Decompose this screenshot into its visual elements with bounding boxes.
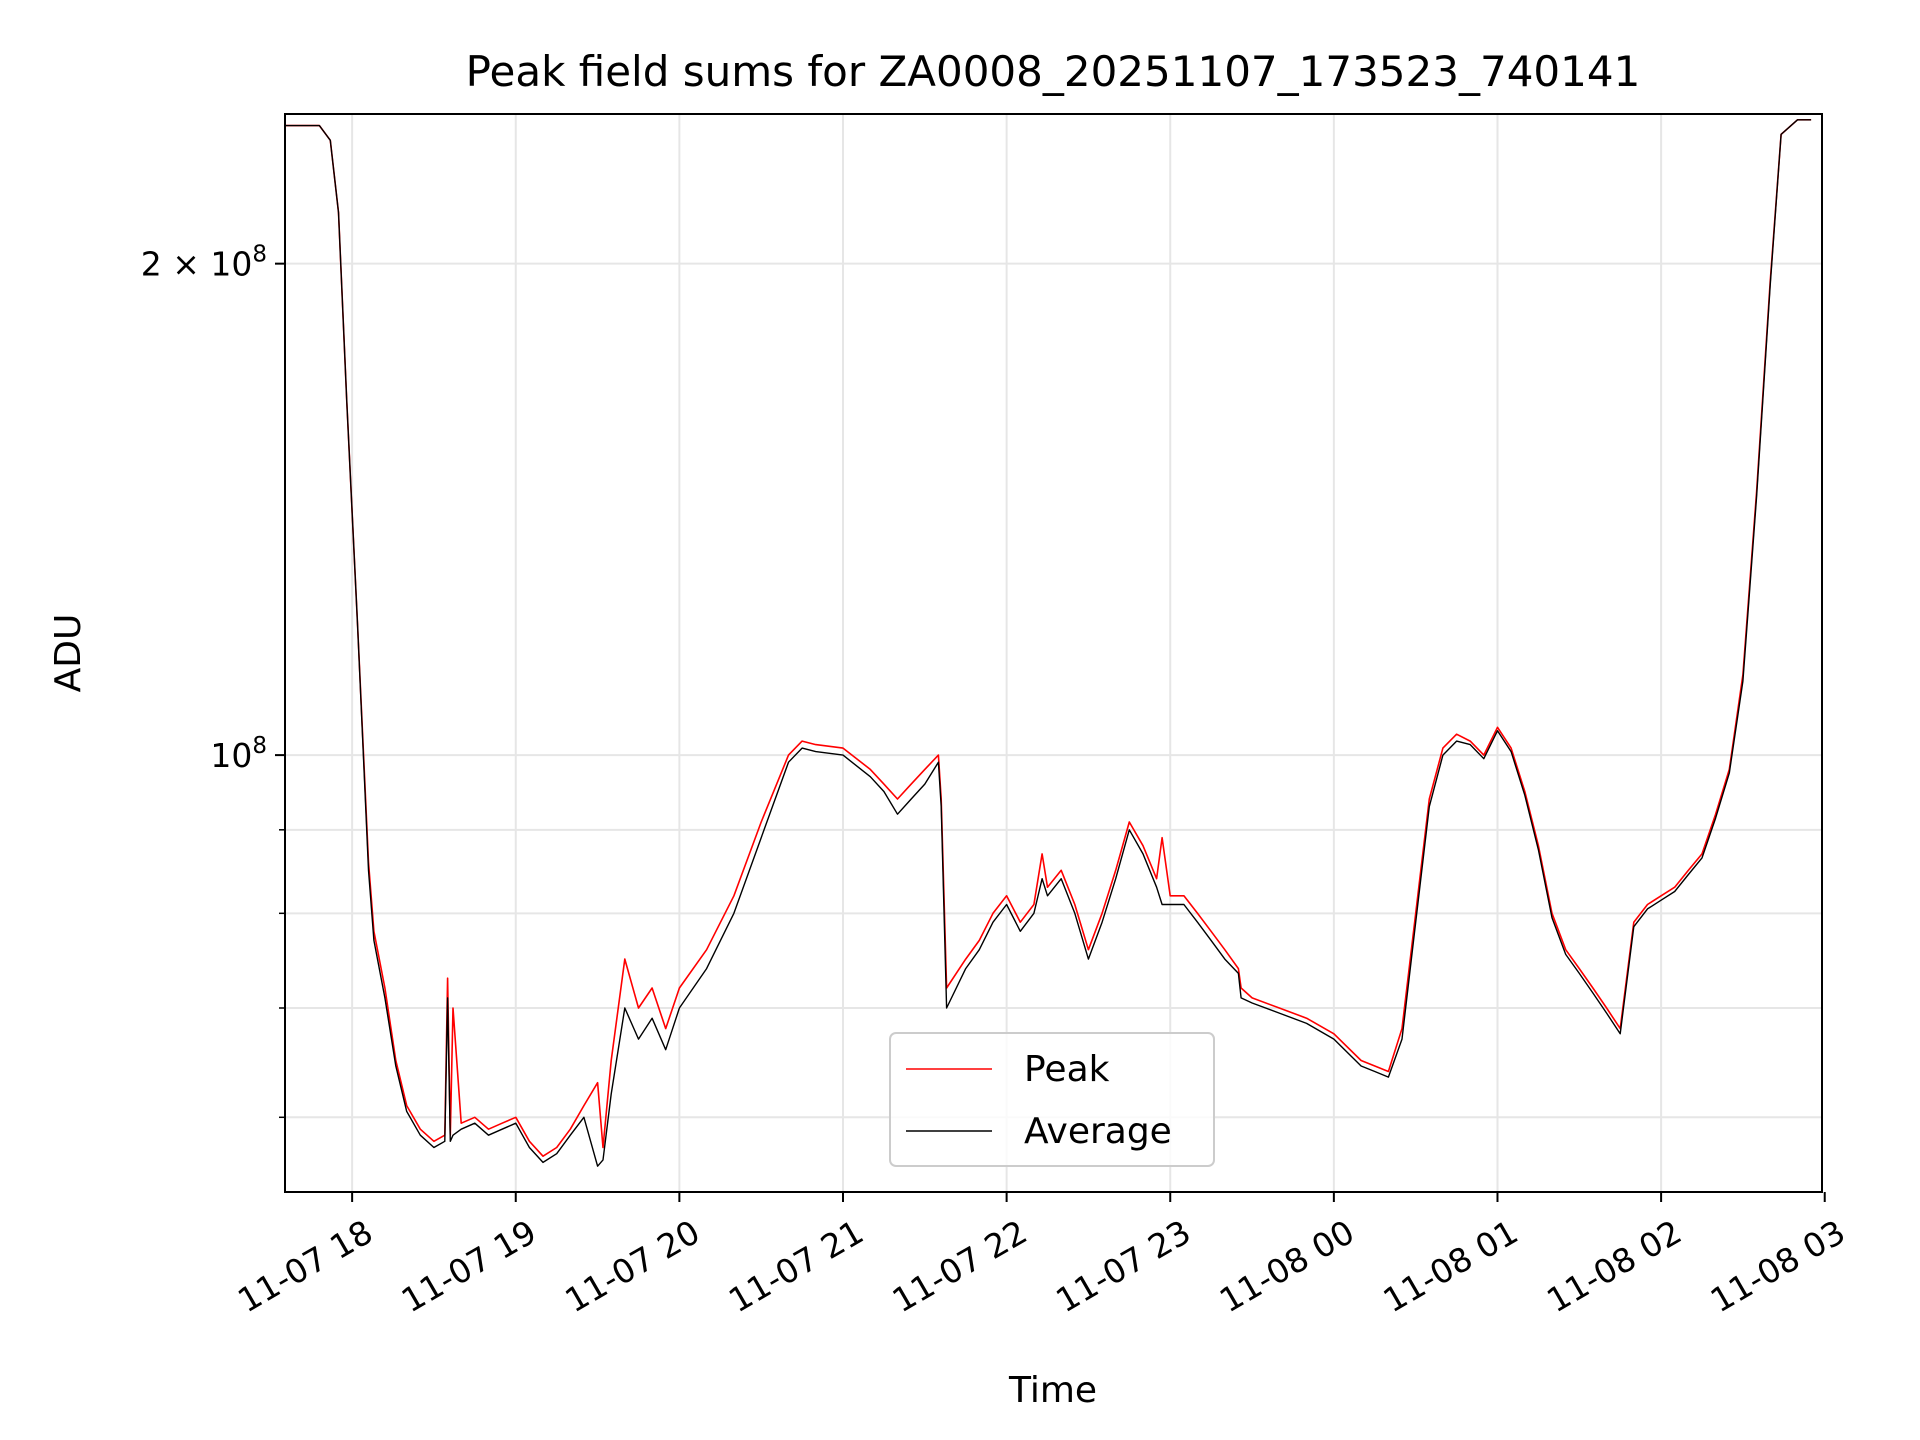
y-tick-exponent: 8 — [252, 242, 267, 268]
chart-title: Peak field sums for ZA0008_20251107_1735… — [466, 47, 1641, 96]
y-tick-exponent: 8 — [252, 733, 267, 759]
y-tick-label: 108 — [210, 733, 267, 775]
plot-frame — [284, 113, 1823, 1193]
y-tick-mantissa: 2 — [141, 245, 173, 284]
x-axis-label: Time — [1008, 1370, 1097, 1411]
legend: Peak Average — [889, 1032, 1215, 1167]
series-line-average — [285, 119, 1812, 1167]
series-lines — [285, 119, 1812, 1167]
y-tick-times: × — [172, 245, 210, 284]
grid — [285, 114, 1822, 1192]
y-tick-base: 10 — [210, 736, 252, 775]
legend-label-average: Average — [1024, 1111, 1172, 1152]
y-axis-label: ADU — [48, 614, 89, 693]
legend-box — [889, 1032, 1215, 1167]
y-tick-label: 2 × 108 — [141, 242, 267, 284]
series-line-peak — [285, 119, 1812, 1157]
y-tick-base: 10 — [210, 245, 252, 284]
legend-label-peak: Peak — [1024, 1049, 1110, 1090]
